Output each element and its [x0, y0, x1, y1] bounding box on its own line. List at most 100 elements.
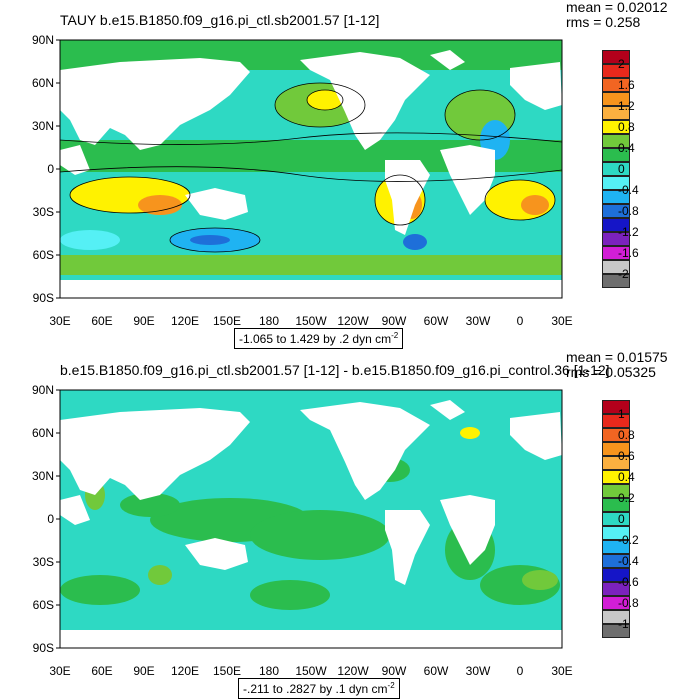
- lon-label: 180: [258, 314, 280, 328]
- colorbar-swatch: [602, 92, 630, 106]
- mean-value: mean = 0.01575: [566, 349, 668, 365]
- lon-label: 90E: [133, 664, 155, 678]
- colorbar-swatch: [602, 582, 630, 596]
- colorbar-swatch: [602, 260, 630, 274]
- colorbar-swatch: [602, 106, 630, 120]
- colorbar-swatch: [602, 50, 630, 64]
- colorbar-swatch: [602, 162, 630, 176]
- lat-label: 0: [47, 162, 54, 176]
- colorbar-label: 0.8: [618, 120, 635, 134]
- lat-label: 90N: [31, 383, 54, 397]
- lon-label: 90E: [133, 314, 155, 328]
- southern-band: [60, 255, 562, 275]
- rms-value: rms = 0.258: [566, 14, 641, 30]
- continents: [60, 400, 562, 648]
- colorbar-swatch: [602, 610, 630, 624]
- lon-label: 30E: [49, 314, 71, 328]
- rms-value: rms = 0.05325: [566, 364, 656, 380]
- north-pacific-max: [307, 90, 343, 110]
- panel-title: b.e15.B1850.f09_g16.pi_ctl.sb2001.57 [1-…: [60, 362, 610, 378]
- colorbar-swatch: [602, 428, 630, 442]
- colorbar-swatch: [602, 134, 630, 148]
- axis-ticks: [56, 389, 60, 649]
- lat-label: 30S: [32, 555, 54, 569]
- lon-label: 120E: [170, 664, 200, 678]
- axis-ticks: [56, 39, 60, 299]
- north-atlantic-max: [460, 427, 480, 439]
- lon-label: 180: [258, 664, 280, 678]
- colorbar-label: -0.6: [618, 575, 639, 589]
- drake-passage-min: [403, 234, 427, 250]
- colorbar-swatch: [602, 540, 630, 554]
- colorbar-label: -1: [618, 617, 629, 631]
- lon-label: 30W: [465, 664, 491, 678]
- lon-label: 150E: [212, 314, 242, 328]
- lat-label: 30N: [31, 469, 54, 483]
- map-panel-difference: b.e15.B1850.f09_g16.pi_ctl.sb2001.57 [1-…: [0, 350, 700, 700]
- lon-label: 60W: [423, 664, 449, 678]
- colorbar-swatch: [602, 526, 630, 540]
- colorbar-swatch: [602, 470, 630, 484]
- contour-info-exponent: -2: [387, 681, 395, 690]
- lon-label: 0: [516, 664, 524, 678]
- lon-label: 30E: [551, 314, 573, 328]
- indian-ocean-core: [138, 195, 182, 215]
- colorbar-label: 0: [618, 512, 625, 526]
- colorbar-swatch: [602, 78, 630, 92]
- colorbar-label: -0.4: [618, 183, 639, 197]
- lon-label: 60E: [91, 664, 113, 678]
- lat-label: 60S: [32, 598, 54, 612]
- mean-value: mean = 0.02012: [566, 0, 668, 15]
- lon-label: 120W: [337, 314, 369, 328]
- colorbar-label: 0.4: [618, 141, 635, 155]
- colorbar-swatch: [602, 512, 630, 526]
- colorbar-swatch: [602, 218, 630, 232]
- lat-label: 0: [47, 512, 54, 526]
- colorbar-label: 1: [618, 407, 625, 421]
- colorbar-swatch: [602, 456, 630, 470]
- lat-label: 90N: [31, 33, 54, 47]
- lat-label: 90S: [32, 291, 54, 305]
- contour-lines: [60, 82, 562, 253]
- colorbar-swatch: [602, 64, 630, 78]
- south-atlantic-core: [521, 195, 549, 215]
- contour-info-text: -1.065 to 1.429 by .2 dyn cm: [239, 332, 392, 346]
- colorbar-swatch: [602, 596, 630, 610]
- continents: [60, 50, 562, 298]
- colorbar-label: 0.4: [618, 470, 635, 484]
- lat-label: 60N: [31, 76, 54, 90]
- colorbar-label: 0.6: [618, 449, 635, 463]
- colorbar-label: 0.2: [618, 491, 635, 505]
- colorbar-swatch: [602, 414, 630, 428]
- colorbar-swatch: [602, 400, 630, 414]
- colorbar-swatch: [602, 554, 630, 568]
- lat-label: 30N: [31, 119, 54, 133]
- map-panel-tauy: TAUY b.e15.B1850.f09_g16.pi_ctl.sb2001.5…: [31, 0, 668, 349]
- colorbar-label: 0: [618, 162, 625, 176]
- colorbar-swatch: [602, 442, 630, 456]
- colorbar-swatch: [602, 232, 630, 246]
- lat-label: 60N: [31, 426, 54, 440]
- lon-label: 30E: [551, 664, 573, 678]
- tauy-map: [56, 39, 563, 299]
- colorbar-label: -2: [618, 267, 629, 281]
- lon-label: 60W: [423, 314, 449, 328]
- colorbar-label: -1.2: [618, 225, 639, 239]
- colorbar-label: -0.2: [618, 533, 639, 547]
- colorbar-swatch: [602, 624, 630, 638]
- lon-label: 30W: [465, 314, 491, 328]
- lon-label: 150W: [295, 664, 327, 678]
- southern-indian-min: [60, 230, 120, 250]
- colorbar-swatch: [602, 204, 630, 218]
- southern-ocean-core: [190, 235, 230, 245]
- colorbar-label: 1.2: [618, 99, 635, 113]
- colorbar-swatch: [602, 498, 630, 512]
- contour-info-box: -.211 to .2827 by .1 dyn cm-2: [238, 678, 400, 699]
- colorbar-label: -0.8: [618, 596, 639, 610]
- lat-label: 60S: [32, 248, 54, 262]
- colorbar-label: 1.6: [618, 78, 635, 92]
- lon-label: 120W: [337, 664, 369, 678]
- colorbar-swatch: [602, 120, 630, 134]
- colorbar: [602, 50, 630, 288]
- lat-label: 90S: [32, 641, 54, 655]
